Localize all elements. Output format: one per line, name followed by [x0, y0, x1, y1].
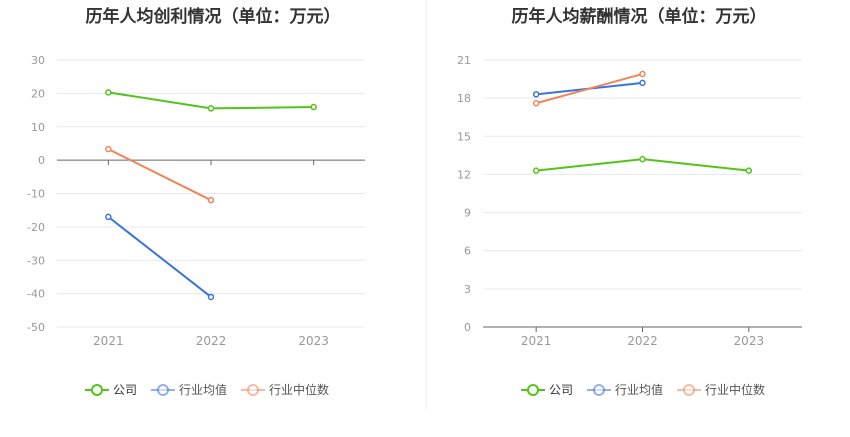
legend-marker	[593, 383, 606, 396]
y-tick-label: 18	[457, 92, 471, 105]
y-tick-label: 3	[464, 283, 471, 296]
legend-marker	[157, 383, 170, 396]
data-point-company	[105, 89, 112, 96]
legend-line-icon	[677, 383, 702, 396]
y-tick-label: -50	[27, 321, 45, 334]
legend-line-icon	[151, 383, 176, 396]
x-tick-label: 2021	[521, 334, 552, 348]
y-tick-label: 0	[38, 154, 45, 167]
y-tick-label: 21	[457, 54, 471, 67]
y-tick-label: 9	[464, 207, 471, 220]
legend-label: 行业中位数	[705, 383, 766, 397]
profit-chart-title: 历年人均创利情况（单位：万元）	[85, 7, 341, 27]
y-tick-label: 12	[457, 168, 471, 181]
y-tick-label: -40	[27, 288, 45, 301]
legend-label: 行业均值	[615, 383, 664, 397]
x-tick-label: 2021	[93, 334, 124, 348]
legend-marker	[247, 383, 260, 396]
legend-line-icon	[521, 383, 545, 396]
legend-item-company[interactable]: 公司	[85, 381, 137, 398]
legend-label: 行业中位数	[269, 383, 330, 397]
x-tick-label: 2023	[734, 334, 765, 348]
legend-label: 公司	[113, 383, 138, 397]
y-tick-label: -10	[27, 188, 45, 201]
x-tick-label: 2022	[627, 334, 658, 348]
x-tick-label: 2023	[298, 334, 329, 348]
legend-label: 公司	[549, 383, 574, 397]
legend-item-company[interactable]: 公司	[521, 381, 573, 398]
legend-label: 行业均值	[179, 383, 228, 397]
data-point-company	[745, 167, 753, 174]
y-tick-label: 20	[31, 87, 45, 100]
data-point-industry-median	[639, 70, 646, 78]
legend-line-icon	[587, 383, 612, 396]
data-point-industry-median	[105, 145, 112, 153]
data-point-industry-median	[532, 99, 540, 107]
salary-chart-title: 历年人均薪酬情况（单位：万元）	[511, 7, 767, 27]
profit-chart-legend: 公司 行业均值 行业中位数	[85, 381, 329, 398]
series-line-industry-median	[107, 148, 212, 202]
y-tick-label: 6	[464, 245, 471, 258]
legend-line-icon	[85, 383, 109, 396]
data-point-industry-avg	[532, 91, 540, 98]
y-tick-label: 15	[457, 130, 471, 143]
panel-divider	[426, 0, 427, 410]
y-tick-label: 0	[464, 321, 471, 334]
legend-marker	[91, 383, 103, 396]
y-tick-label: 30	[31, 54, 45, 67]
data-point-industry-avg	[105, 213, 112, 221]
legend-item-industry-median[interactable]: 行业中位数	[677, 381, 765, 398]
y-tick-label: -20	[27, 221, 45, 234]
data-point-company	[639, 155, 646, 163]
data-point-industry-median	[207, 196, 215, 204]
salary-per-capita-chart: 21 18 15 12 9 6 3 0 2021 2022 2023	[457, 54, 802, 348]
y-tick-label: -30	[27, 254, 45, 267]
series-line-industry-avg	[107, 216, 212, 298]
salary-chart-legend: 公司 行业均值 行业中位数	[521, 381, 765, 398]
legend-marker	[527, 383, 539, 396]
data-point-company	[310, 103, 317, 111]
series-line-industry-median	[535, 73, 643, 105]
data-point-company	[207, 105, 215, 112]
data-point-industry-avg	[639, 79, 646, 87]
legend-line-icon	[241, 383, 266, 396]
data-point-industry-avg	[207, 293, 215, 301]
y-tick-label: 10	[31, 121, 45, 134]
profit-per-capita-chart: 30 20 10 0 -10 -20 -30 -40 -50 2021 2022 2023	[27, 54, 365, 348]
legend-item-industry-median[interactable]: 行业中位数	[241, 381, 329, 398]
data-point-company	[532, 167, 540, 174]
legend-marker	[683, 383, 696, 396]
legend-item-industry-avg[interactable]: 行业均值	[151, 381, 227, 398]
legend-item-industry-avg[interactable]: 行业均值	[587, 381, 663, 398]
x-tick-label: 2022	[196, 334, 227, 348]
